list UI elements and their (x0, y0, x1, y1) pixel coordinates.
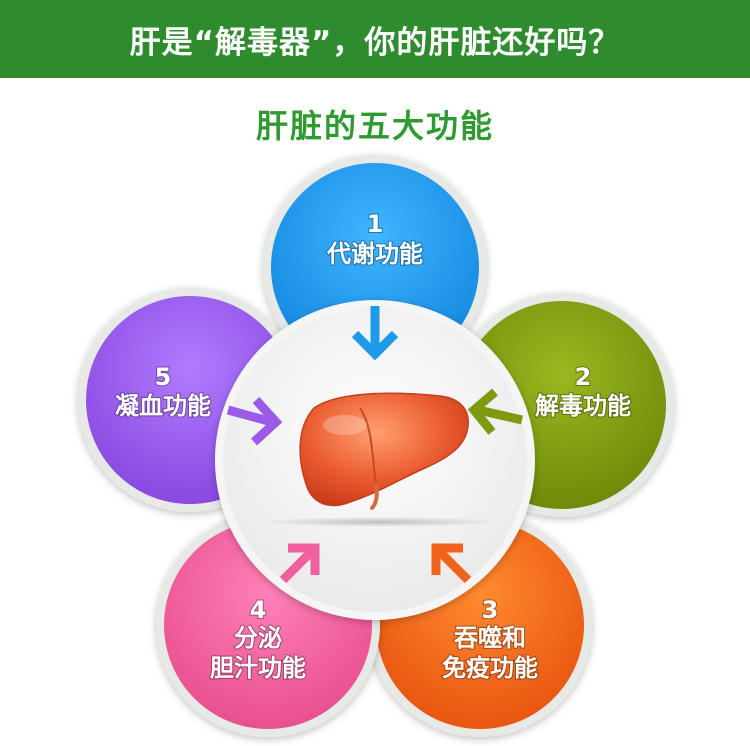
petal-2-number: 2 (575, 363, 592, 391)
petal-5-number: 5 (155, 363, 172, 391)
petal-5-text: 凝血功能 (115, 392, 211, 420)
arrow-1 (351, 306, 399, 361)
petal-2-text: 解毒功能 (535, 392, 631, 420)
petal-1-label: 1 代谢功能 (325, 209, 424, 269)
petal-1-number: 1 (367, 210, 384, 238)
petal-5-label: 5 凝血功能 (114, 362, 212, 421)
banner-title: 肝是“解毒器”，你的肝脏还好吗？ (129, 24, 621, 61)
arrow-4 (279, 543, 320, 584)
arrow-3 (431, 543, 472, 584)
arrow-2 (467, 388, 523, 435)
petal-3-label: 3 吞噬和 免疫功能 (441, 595, 539, 683)
petal-4-text-line1: 分泌 (234, 624, 282, 652)
petal-4-label: 4 分泌 胆汁功能 (209, 595, 307, 683)
petal-3-text-line2: 免疫功能 (442, 654, 538, 682)
petal-2-label: 2 解毒功能 (534, 362, 632, 421)
arrow-5 (226, 396, 283, 446)
liver-icon (260, 392, 500, 527)
petal-4-text-line2: 胆汁功能 (210, 654, 306, 682)
title-banner: 肝是“解毒器”，你的肝脏还好吗？ (0, 0, 750, 78)
petal-3-number: 3 (482, 596, 499, 624)
petal-4-number: 4 (250, 596, 267, 624)
petal-3-text-line1: 吞噬和 (454, 624, 526, 652)
diagram-subtitle: 肝脏的五大功能 (255, 107, 494, 145)
petal-1-text: 代谢功能 (326, 240, 423, 268)
